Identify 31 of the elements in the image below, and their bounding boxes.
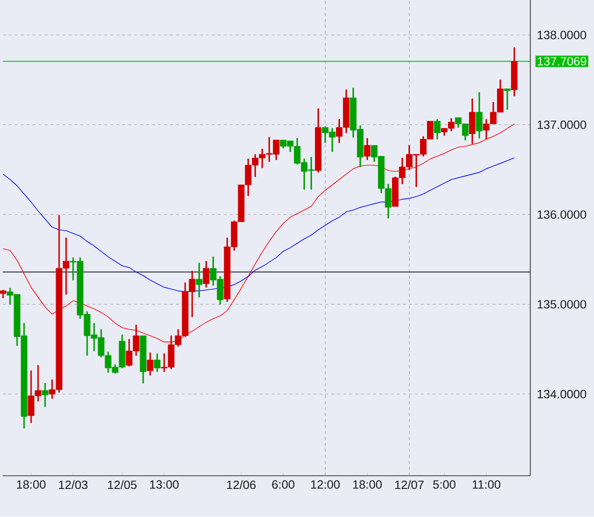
- x-tick-label: 12/06: [227, 480, 256, 490]
- y-tick-label: 135.0000: [538, 300, 586, 309]
- y-tick-label: 137.0000: [538, 120, 586, 130]
- y-tick-label: 134.0000: [538, 390, 586, 399]
- x-tick-label: 18:00: [17, 480, 46, 489]
- y-tick-label: 138.0000: [538, 30, 586, 40]
- candlestick: [154, 354, 160, 372]
- candlestick: [42, 383, 48, 408]
- x-tick-label: 11:00: [472, 480, 500, 489]
- x-tick-label: 12/07: [395, 480, 424, 490]
- candlestick: [504, 88, 511, 110]
- x-tick-label: 5:00: [433, 480, 456, 489]
- candlestick: [476, 92, 483, 139]
- x-tick-label: 18:00: [353, 480, 382, 489]
- x-tick-label: 6:00: [272, 480, 294, 489]
- x-tick-label: 12:00: [311, 480, 340, 489]
- candlestick: [0, 290, 6, 298]
- x-tick-label: 12/03: [59, 480, 88, 490]
- candlestick: [146, 352, 154, 376]
- x-tick-label: 12/05: [108, 480, 137, 490]
- ref-line-label: 137.7069: [538, 57, 586, 66]
- y-tick-label: 136.0000: [538, 210, 586, 219]
- candlestick: [196, 262, 202, 298]
- candlestick: [202, 261, 210, 288]
- candlestick: [140, 336, 146, 384]
- candlestick: [511, 48, 518, 96]
- candlestick: [469, 98, 476, 144]
- candlestick: [314, 108, 322, 173]
- x-tick-label: 13:00: [150, 480, 179, 489]
- candlestick: [364, 138, 371, 160]
- candlestick: [434, 119, 441, 140]
